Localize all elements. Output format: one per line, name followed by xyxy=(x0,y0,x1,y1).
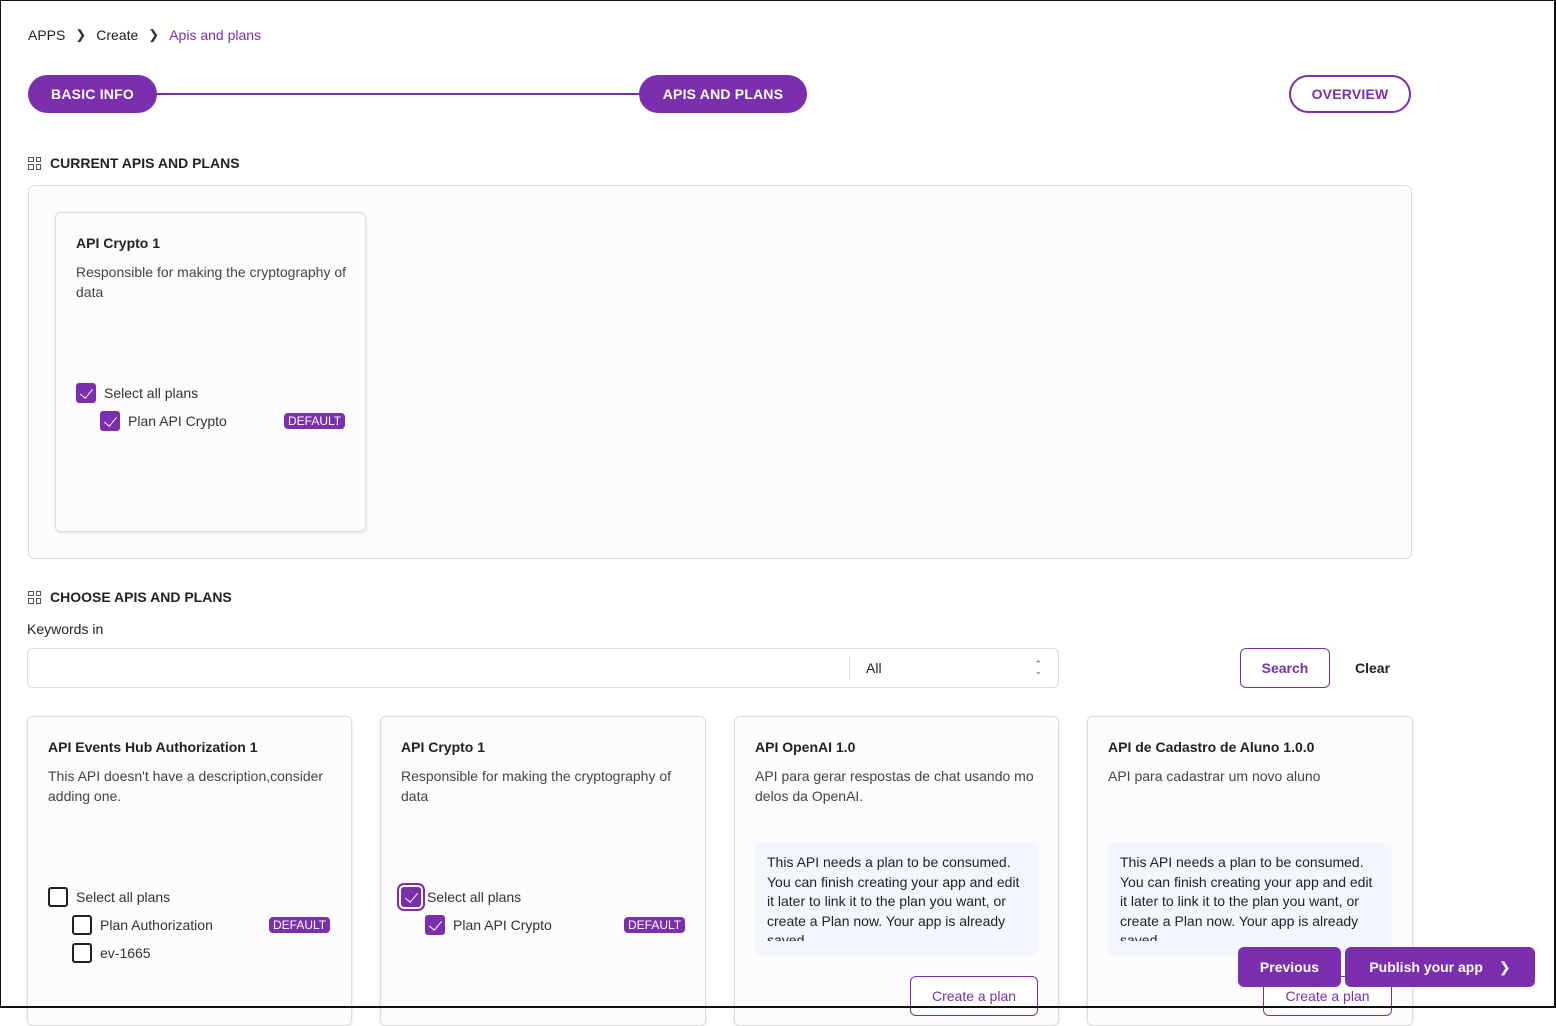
search-bar: All ⌃ ⌄ xyxy=(27,648,1059,688)
plan-item[interactable]: ev-1665 xyxy=(72,943,151,963)
keywords-input[interactable] xyxy=(28,649,848,687)
select-all-plans[interactable]: Select all plans xyxy=(48,887,170,907)
api-description: Responsible for making the cryptography … xyxy=(401,768,672,804)
publish-app-button[interactable]: Publish your app ❯ xyxy=(1345,947,1535,987)
default-badge: DEFAULT xyxy=(624,917,686,933)
breadcrumb-create[interactable]: Create xyxy=(96,27,139,43)
chevron-right-icon: ❯ xyxy=(148,27,160,42)
chevron-right-icon: ❯ xyxy=(1498,958,1511,975)
api-description: Responsible for making the cryptography … xyxy=(76,264,347,300)
step-overview[interactable]: OVERVIEW xyxy=(1289,75,1411,113)
api-card: API de Cadastro de Aluno 1.0.0 API para … xyxy=(1087,716,1413,1026)
grid-icon xyxy=(28,590,41,604)
no-plan-notice: This API needs a plan to be consumed. Yo… xyxy=(1108,842,1392,956)
plan-item[interactable]: Plan Authorization xyxy=(72,915,213,935)
step-apis-and-plans[interactable]: APIS AND PLANS xyxy=(639,75,807,113)
api-name: API Crypto 1 xyxy=(401,739,486,755)
filter-select[interactable]: All ⌃ ⌄ xyxy=(866,659,1042,677)
plan-item[interactable]: Plan API Crypto xyxy=(100,411,227,431)
api-description: API para gerar respostas de chat usando … xyxy=(755,768,1034,804)
checkbox-checked[interactable] xyxy=(425,915,445,935)
keywords-label: Keywords in xyxy=(27,621,104,637)
no-plan-notice: This API needs a plan to be consumed. Yo… xyxy=(755,842,1038,956)
checkbox[interactable] xyxy=(72,943,92,963)
checkbox[interactable] xyxy=(48,887,68,907)
api-card: API Events Hub Authorization 1 This API … xyxy=(27,716,352,1026)
breadcrumb-current: Apis and plans xyxy=(169,27,262,43)
api-card: API Crypto 1 Responsible for making the … xyxy=(380,716,706,1026)
breadcrumb-apps[interactable]: APPS xyxy=(28,27,66,43)
select-all-plans[interactable]: Select all plans xyxy=(76,383,198,403)
plan-item[interactable]: Plan API Crypto xyxy=(425,915,552,935)
api-name: API de Cadastro de Aluno 1.0.0 xyxy=(1108,739,1315,755)
choose-section-title: CHOOSE APIS AND PLANS xyxy=(28,589,232,605)
clear-button[interactable]: Clear xyxy=(1355,660,1391,676)
api-description: API para cadastrar um novo aluno xyxy=(1108,768,1321,784)
grid-icon xyxy=(28,156,41,170)
current-section-title: CURRENT APIS AND PLANS xyxy=(28,155,240,171)
stepper-line xyxy=(150,93,645,95)
checkbox-checked[interactable] xyxy=(100,411,120,431)
api-description: This API doesn't have a description,cons… xyxy=(48,768,324,804)
default-badge: DEFAULT xyxy=(269,917,331,933)
api-name: API Crypto 1 xyxy=(76,235,161,251)
checkbox-checked[interactable] xyxy=(76,383,96,403)
divider xyxy=(849,655,850,681)
step-basic-info[interactable]: BASIC INFO xyxy=(28,75,157,113)
search-button[interactable]: Search xyxy=(1240,648,1330,688)
previous-button[interactable]: Previous xyxy=(1238,947,1341,987)
api-name: API OpenAI 1.0 xyxy=(755,739,856,755)
checkbox[interactable] xyxy=(72,915,92,935)
api-card: API OpenAI 1.0 API para gerar respostas … xyxy=(734,716,1059,1026)
current-api-card: API Crypto 1 Responsible for making the … xyxy=(55,212,366,532)
default-badge: DEFAULT xyxy=(284,413,346,429)
create-plan-button[interactable]: Create a plan xyxy=(910,976,1038,1016)
updown-icon: ⌃ ⌄ xyxy=(1034,659,1042,676)
checkbox-checked[interactable] xyxy=(401,887,421,907)
chevron-right-icon: ❯ xyxy=(75,27,87,42)
breadcrumb: APPS ❯ Create ❯ Apis and plans xyxy=(28,27,261,43)
api-name: API Events Hub Authorization 1 xyxy=(48,739,258,755)
select-all-plans[interactable]: Select all plans xyxy=(401,887,521,907)
